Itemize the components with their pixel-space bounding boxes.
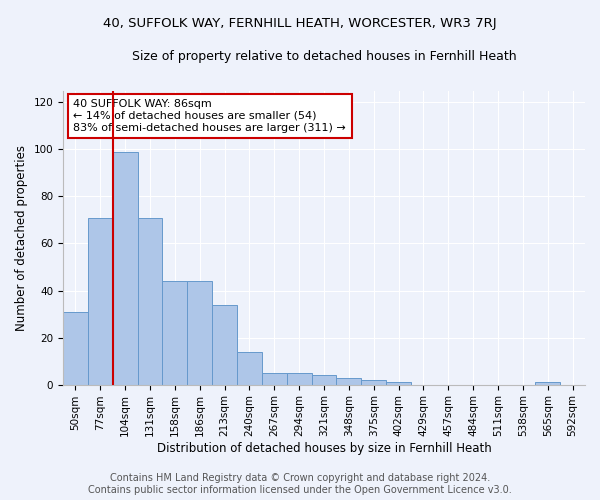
X-axis label: Distribution of detached houses by size in Fernhill Heath: Distribution of detached houses by size … (157, 442, 491, 455)
Bar (386, 382, 411, 384)
Bar (361, 380, 386, 384)
Bar (237, 352, 262, 384)
Bar (113, 152, 137, 384)
Bar (163, 281, 187, 384)
Text: 40, SUFFOLK WAY, FERNHILL HEATH, WORCESTER, WR3 7RJ: 40, SUFFOLK WAY, FERNHILL HEATH, WORCEST… (103, 18, 497, 30)
Bar (88, 218, 113, 384)
Text: 40 SUFFOLK WAY: 86sqm
← 14% of detached houses are smaller (54)
83% of semi-deta: 40 SUFFOLK WAY: 86sqm ← 14% of detached … (73, 100, 346, 132)
Bar (287, 373, 311, 384)
Bar (262, 373, 287, 384)
Bar (535, 382, 560, 384)
Bar (337, 378, 361, 384)
Bar (137, 218, 163, 384)
Bar (63, 312, 88, 384)
Bar (187, 281, 212, 384)
Y-axis label: Number of detached properties: Number of detached properties (15, 144, 28, 330)
Bar (311, 375, 337, 384)
Bar (212, 304, 237, 384)
Title: Size of property relative to detached houses in Fernhill Heath: Size of property relative to detached ho… (132, 50, 517, 63)
Text: Contains HM Land Registry data © Crown copyright and database right 2024.
Contai: Contains HM Land Registry data © Crown c… (88, 474, 512, 495)
